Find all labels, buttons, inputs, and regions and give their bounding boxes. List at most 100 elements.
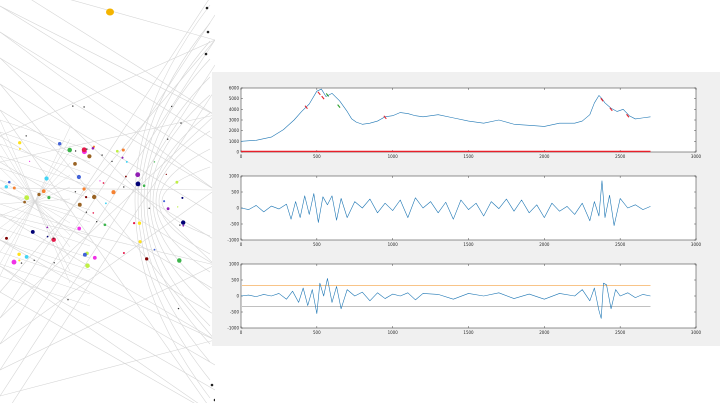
deco-dot: [25, 135, 27, 137]
deco-dot: [18, 147, 21, 150]
deco-line: [0, 264, 215, 371]
deco-dot: [92, 255, 97, 260]
deco-dot: [24, 195, 30, 201]
deco-dot: [51, 237, 56, 242]
y-tick-label: 1000: [229, 139, 240, 144]
deco-dot: [106, 8, 114, 16]
event-marker: [321, 95, 325, 100]
deco-dot: [111, 190, 116, 195]
deco-line: [0, 135, 215, 266]
deco-dot: [171, 105, 173, 108]
deco-dot: [11, 259, 17, 265]
deco-dot: [124, 175, 127, 178]
deco-line: [0, 126, 71, 277]
deco-dot: [103, 223, 107, 227]
deco-line: [0, 239, 91, 271]
deco-line: [0, 0, 209, 319]
deco-dot: [210, 383, 214, 387]
x-tick-label: 1500: [463, 330, 474, 335]
deco-line: [0, 265, 215, 391]
deco-dot: [181, 196, 184, 199]
event-marker: [317, 91, 321, 96]
deco-dot: [206, 30, 210, 34]
deco-dot: [180, 122, 182, 124]
deco-line: [0, 203, 91, 235]
deco-dot: [166, 207, 170, 211]
deco-curve: [152, 112, 211, 291]
deco-line: [0, 57, 215, 266]
deco-dot: [165, 173, 167, 176]
deco-dot: [87, 154, 92, 159]
deco-line: [0, 155, 91, 187]
deco-dot: [177, 258, 182, 263]
deco-dot: [123, 186, 125, 188]
plot-area: [240, 87, 697, 153]
deco-line: [0, 114, 215, 319]
deco-line: [0, 64, 215, 397]
deco-dot: [148, 207, 150, 209]
y-tick-label: 1000: [229, 174, 240, 179]
deco-dot: [67, 299, 69, 301]
deco-line: [0, 191, 91, 223]
deco-dot: [99, 180, 101, 182]
deco-curve: [143, 58, 211, 345]
deco-line: [0, 263, 91, 295]
deco-dot: [5, 236, 8, 240]
deco-line: [0, 109, 215, 241]
event-marker: [325, 93, 330, 97]
deco-dots: [4, 6, 215, 402]
deco-dot: [74, 150, 77, 152]
x-tick-label: 500: [313, 330, 321, 335]
y-tick-label: 0: [236, 206, 239, 211]
deco-dot: [53, 262, 55, 264]
deco-dot: [92, 194, 97, 200]
deco-dot: [30, 229, 35, 234]
y-tick-label: 0: [236, 294, 239, 299]
deco-line: [31, 0, 215, 116]
y-tick-label: -1000: [227, 326, 239, 331]
deco-line: [0, 109, 207, 403]
deco-dot: [37, 192, 41, 197]
event-marker: [626, 113, 630, 118]
deco-line: [0, 114, 215, 163]
deco-dot: [121, 156, 124, 159]
deco-dot: [76, 174, 81, 180]
deco-lines: [0, 0, 215, 403]
deco-dot: [83, 106, 85, 108]
deco-dot: [163, 200, 166, 203]
deco-dot: [24, 255, 29, 259]
deco-dot: [85, 196, 88, 199]
deco-dot: [122, 251, 125, 255]
deco-curve: [155, 130, 211, 273]
deco-dot: [18, 259, 21, 262]
subplot-1: 0 500 1000 1500 2000 2500 3000 0 1000 2000 3000 400…: [229, 86, 702, 160]
deco-line: [0, 5, 215, 141]
deco-line: [70, 0, 215, 41]
x-tick-label: 3000: [691, 242, 702, 247]
deco-dot: [142, 184, 146, 187]
x-tick-label: 1000: [388, 154, 399, 159]
figure-panel: 0 500 1000 1500 2000 2500 3000 0 1000 2000 3000 400…: [212, 72, 720, 346]
deco-dot: [82, 252, 87, 257]
x-tick-label: 2500: [615, 330, 626, 335]
deco-dot: [177, 206, 179, 208]
x-tick-label: 2000: [539, 154, 550, 159]
deco-dot: [81, 147, 87, 153]
deco-line: [0, 119, 91, 151]
event-marker: [383, 115, 387, 120]
deco-dot: [17, 252, 21, 257]
deco-line: [0, 239, 215, 341]
x-tick-label: 1500: [463, 242, 474, 247]
deco-dot: [86, 148, 88, 150]
deco-dot: [205, 6, 209, 10]
deco-line: [0, 275, 91, 307]
y-tick-label: 0: [236, 150, 239, 155]
deco-dot: [145, 257, 149, 261]
deco-dot: [77, 202, 82, 207]
y-tick-label: 4000: [229, 107, 240, 112]
deco-line: [0, 83, 215, 216]
deco-line: [0, 265, 199, 403]
deco-dot: [33, 259, 35, 261]
series-line: [240, 180, 651, 226]
y-tick-label: 5000: [229, 96, 240, 101]
